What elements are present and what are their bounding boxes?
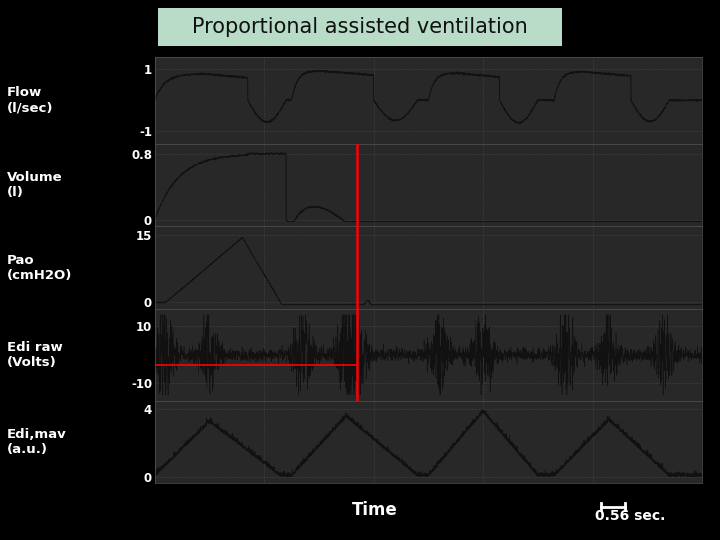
Text: Proportional assisted ventilation: Proportional assisted ventilation: [192, 17, 528, 37]
Text: Pao
(cmH2O): Pao (cmH2O): [7, 254, 73, 282]
Text: Time: Time: [351, 501, 397, 519]
Text: Edi raw
(Volts): Edi raw (Volts): [7, 341, 63, 369]
Text: Volume
(l): Volume (l): [7, 171, 63, 199]
Text: Flow
(l/sec): Flow (l/sec): [7, 86, 54, 114]
Text: Edi,mav
(a.u.): Edi,mav (a.u.): [7, 428, 67, 456]
Text: 0.56 sec.: 0.56 sec.: [595, 509, 665, 523]
